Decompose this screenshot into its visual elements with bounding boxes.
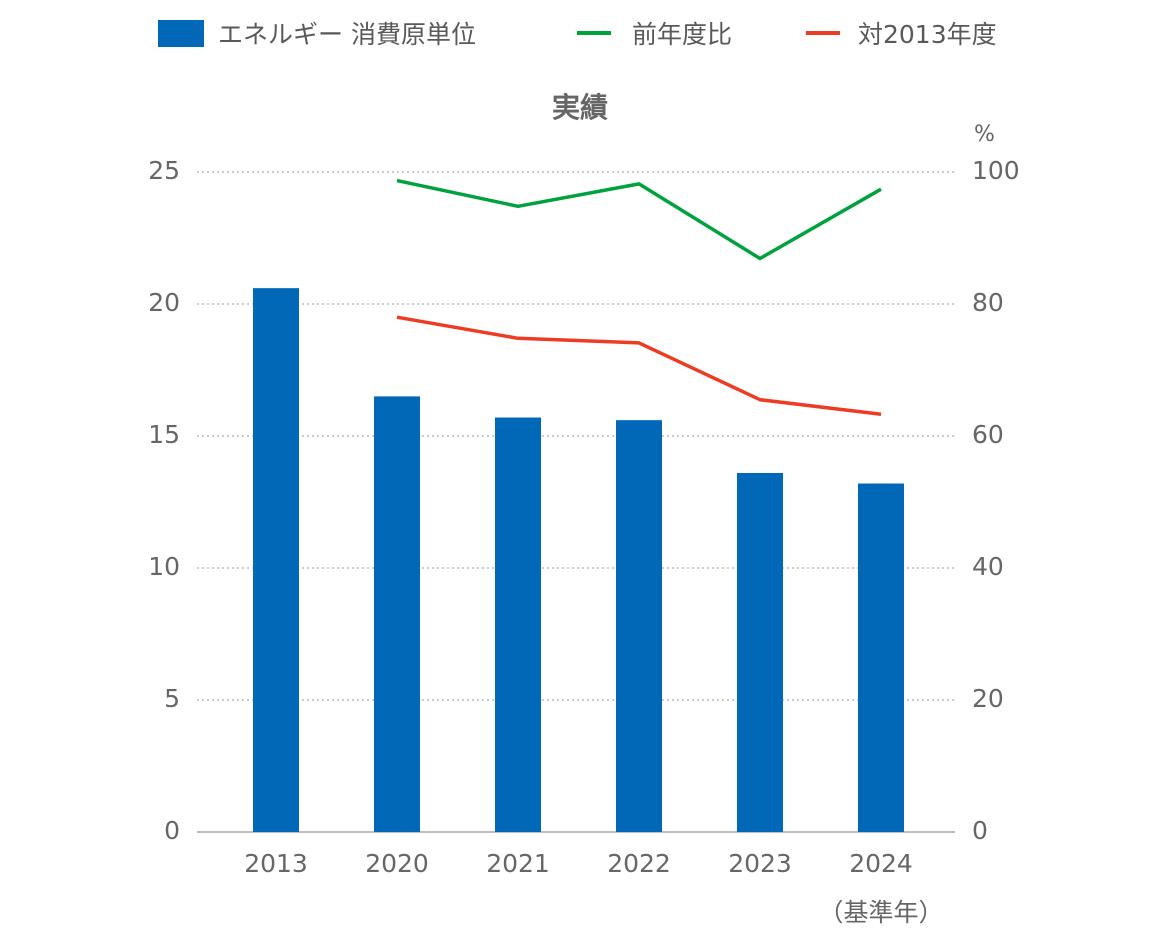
x-axis-tick-label: 2020: [365, 849, 429, 878]
left-axis-tick-label: 5: [164, 684, 180, 713]
right-axis-tick-label: 80: [972, 288, 1004, 317]
bar-2024: [858, 483, 904, 832]
base-year-annotation: （基準年）: [818, 898, 943, 927]
x-axis-tick-label: 2023: [728, 849, 792, 878]
right-axis-tick-label: 100: [972, 156, 1020, 185]
legend-item-vs-2013: 対2013年度: [806, 14, 997, 52]
right-axis-unit: %: [974, 122, 995, 147]
bar-2013: [253, 288, 299, 832]
bar-2022: [616, 420, 662, 832]
left-axis-labels: 0 5 10 15 20 25: [148, 156, 180, 845]
right-axis-tick-label: 60: [972, 420, 1004, 449]
bar-series: [253, 288, 904, 832]
bar-2023: [737, 472, 783, 832]
legend-swatch-green-line: [577, 31, 611, 35]
right-axis-tick-label: 20: [972, 684, 1004, 713]
x-axis-tick-label: 2013: [244, 849, 308, 878]
x-axis-tick-label: 2024: [849, 849, 913, 878]
bar-2021: [495, 417, 541, 832]
right-axis-tick-label: 0: [972, 816, 988, 845]
legend-swatch-red-line: [806, 31, 840, 35]
legend-label-yoy: 前年度比: [632, 20, 733, 49]
left-axis-tick-label: 25: [148, 156, 180, 185]
legend-item-intensity: エネルギー 消費原単位: [158, 14, 476, 52]
x-axis-tick-label: 2021: [486, 849, 550, 878]
legend-label-vs-2013: 対2013年度: [858, 20, 997, 49]
line-series: [396, 178, 882, 416]
legend-label-intensity: エネルギー 消費原単位: [218, 20, 476, 49]
x-axis-labels: 2013 2020 2021 2022 2023 2024: [244, 849, 913, 878]
left-axis-tick-label: 10: [148, 552, 180, 581]
legend-item-yoy: 前年度比: [577, 14, 732, 52]
chart-title: 実績: [552, 91, 608, 124]
x-axis-tick-label: 2022: [607, 849, 671, 878]
bar-2020: [374, 396, 420, 832]
gridlines: [197, 171, 955, 833]
left-axis-tick-label: 0: [164, 816, 180, 845]
legend-swatch-bar: [158, 19, 204, 47]
left-axis-tick-label: 20: [148, 288, 180, 317]
left-axis-tick-label: 15: [148, 420, 180, 449]
legend: エネルギー 消費原単位 前年度比 対2013年度: [0, 0, 1160, 70]
right-axis-tick-label: 40: [972, 552, 1004, 581]
series-line-2: [396, 315, 882, 416]
right-axis-labels: 0 20 40 60 80 100: [972, 156, 1020, 845]
series-line-1: [396, 178, 882, 261]
